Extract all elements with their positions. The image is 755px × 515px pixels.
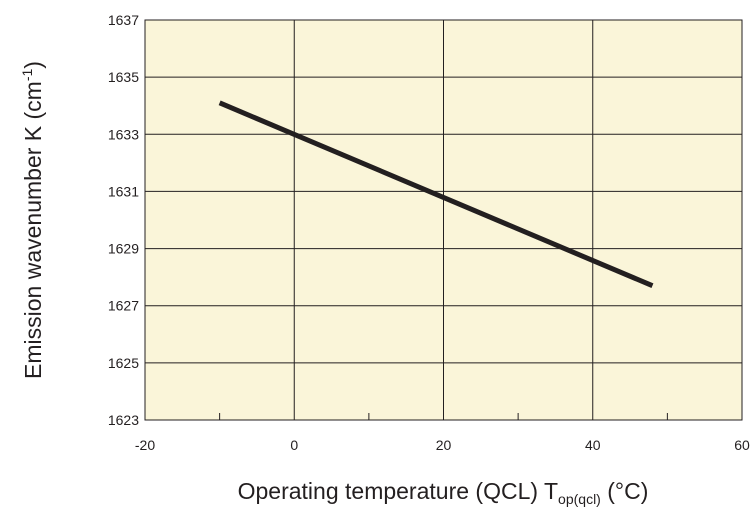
y-tick-label: 1629 [108, 241, 139, 257]
minor-ticks [219, 413, 668, 420]
y-axis-title-main: Emission wavenumber K (cm [20, 81, 46, 379]
y-tick-label: 1633 [108, 126, 139, 142]
x-tick-labels: -20 0 20 40 60 [135, 437, 750, 453]
y-axis-title-close: ) [20, 61, 46, 69]
y-tick-label: 1623 [108, 412, 139, 428]
x-tick-label: -20 [135, 437, 155, 453]
y-tick-label: 1635 [108, 69, 139, 85]
series-lines [218, 100, 654, 289]
y-tick-label: 1625 [108, 355, 139, 371]
y-tick-label: 1627 [108, 298, 139, 314]
x-tick-label: 0 [290, 437, 298, 453]
x-tick-label: 60 [734, 437, 750, 453]
series-line [218, 100, 654, 289]
x-tick-label: 40 [585, 437, 601, 453]
y-axis-title: Emission wavenumber K (cm-1) [19, 61, 46, 379]
plot-frame [144, 19, 743, 421]
x-axis-title: Operating temperature (QCL) Top(qcl) (°C… [238, 478, 649, 507]
grid-lines [145, 20, 742, 420]
y-tick-labels: 1623 1625 1627 1629 1631 1633 1635 1637 [108, 12, 139, 428]
y-axis-title-superscript: -1 [19, 68, 35, 81]
x-tick-label: 20 [436, 437, 452, 453]
x-axis-title-main: Operating temperature (QCL) T [238, 478, 558, 504]
x-axis-title-subscript: op(qcl) [558, 491, 601, 507]
y-tick-label: 1631 [108, 183, 139, 199]
y-tick-label: 1637 [108, 12, 139, 28]
x-axis-title-unit: (°C) [601, 478, 649, 504]
